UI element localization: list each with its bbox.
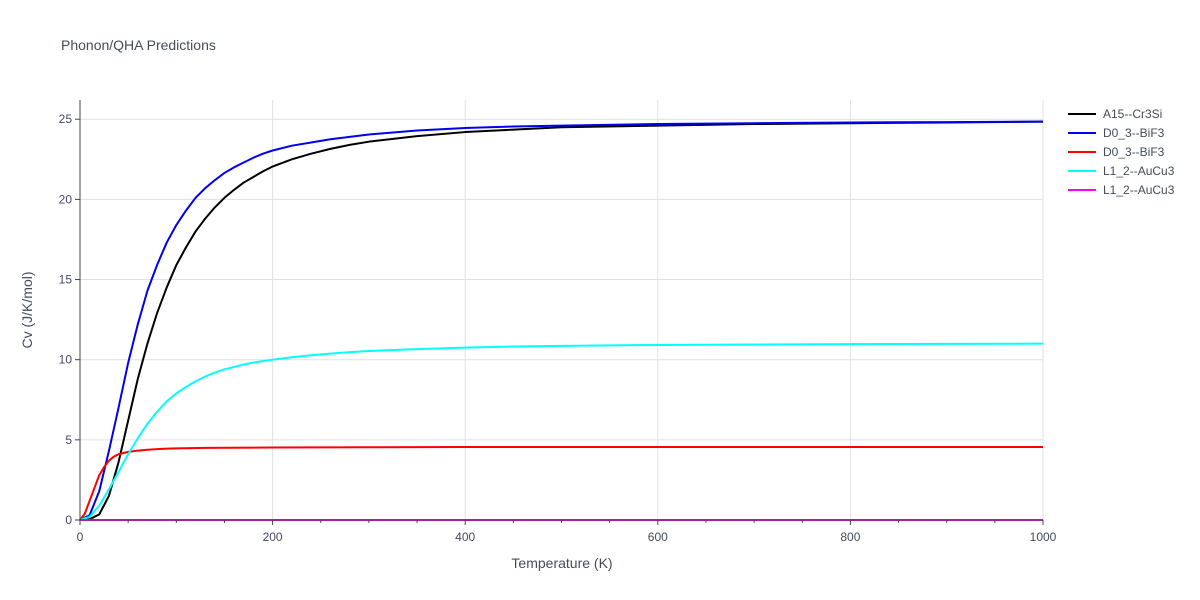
y-tick-label: 10 <box>59 353 73 367</box>
legend-label: L1_2--AuCu3 <box>1103 164 1175 178</box>
x-axis-title: Temperature (K) <box>511 555 612 571</box>
x-tick-label: 600 <box>648 530 668 544</box>
legend-label: A15--Cr3Si <box>1103 107 1162 121</box>
axes <box>75 100 1044 525</box>
legend-item[interactable]: L1_2--AuCu3 <box>1068 164 1175 178</box>
y-tick-label: 25 <box>59 112 73 126</box>
x-tick-label: 0 <box>77 530 84 544</box>
legend-item[interactable]: A15--Cr3Si <box>1068 107 1162 121</box>
legend-item[interactable]: D0_3--BiF3 <box>1068 126 1165 140</box>
series-line-0 <box>79 120 1044 521</box>
legend-item[interactable]: D0_3--BiF3 <box>1068 145 1165 159</box>
legend[interactable]: A15--Cr3Si D0_3--BiF3 D0_3--BiF3 L1_2--AuCu… <box>1068 107 1175 197</box>
series-line-3 <box>79 342 1044 521</box>
series-line-1 <box>79 120 1044 521</box>
grid <box>80 100 1044 520</box>
y-tick-label: 20 <box>59 192 73 206</box>
legend-label: D0_3--BiF3 <box>1103 126 1165 140</box>
y-tick-label: 5 <box>65 433 72 447</box>
tick-labels: 0 200 400 600 800 1000 0 5 10 15 20 25 <box>59 112 1057 544</box>
series-group <box>79 120 1044 521</box>
x-tick-label: 800 <box>840 530 860 544</box>
y-tick-label: 15 <box>59 273 73 287</box>
legend-label: L1_2--AuCu3 <box>1103 183 1175 197</box>
y-tick-label: 0 <box>65 513 72 527</box>
y-axis-title: Cv (J/K/mol) <box>19 272 35 349</box>
x-tick-label: 200 <box>263 530 283 544</box>
x-tick-label: 1000 <box>1030 530 1057 544</box>
chart-title: Phonon/QHA Predictions <box>61 37 216 53</box>
legend-label: D0_3--BiF3 <box>1103 145 1165 159</box>
x-tick-label: 400 <box>455 530 475 544</box>
legend-item[interactable]: L1_2--AuCu3 <box>1068 183 1175 197</box>
series-line-2 <box>79 446 1043 521</box>
